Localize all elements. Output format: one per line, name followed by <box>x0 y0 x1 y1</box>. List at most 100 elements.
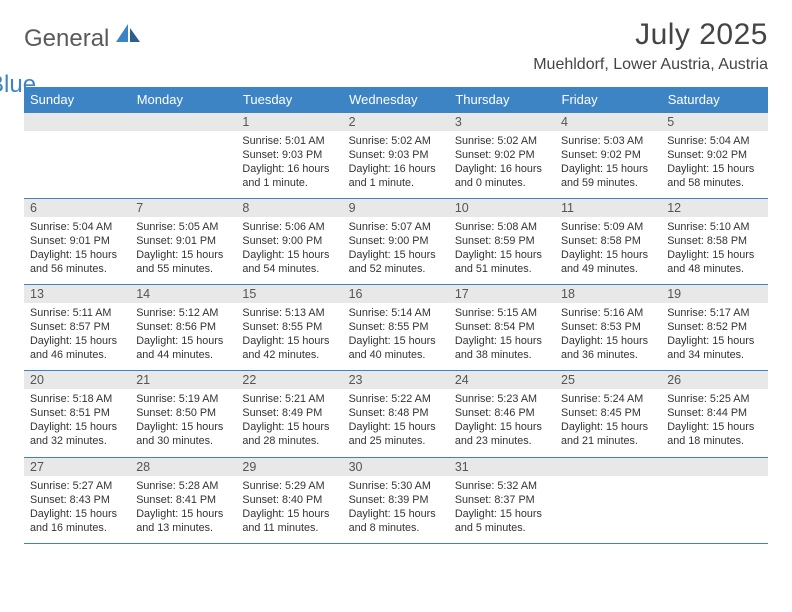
sunset-text: Sunset: 8:39 PM <box>349 493 443 507</box>
calendar-day-cell: 25Sunrise: 5:24 AMSunset: 8:45 PMDayligh… <box>555 371 661 457</box>
day-content: Sunrise: 5:04 AMSunset: 9:02 PMDaylight:… <box>661 131 767 198</box>
daylight-text: Daylight: 15 hours and 32 minutes. <box>30 420 124 448</box>
sunrise-text: Sunrise: 5:18 AM <box>30 392 124 406</box>
sunset-text: Sunset: 9:02 PM <box>455 148 549 162</box>
day-content: Sunrise: 5:09 AMSunset: 8:58 PMDaylight:… <box>555 217 661 284</box>
day-content: Sunrise: 5:27 AMSunset: 8:43 PMDaylight:… <box>24 476 130 543</box>
sunrise-text: Sunrise: 5:30 AM <box>349 479 443 493</box>
sunrise-text: Sunrise: 5:08 AM <box>455 220 549 234</box>
day-content: Sunrise: 5:21 AMSunset: 8:49 PMDaylight:… <box>236 389 342 456</box>
calendar-day-cell <box>130 113 236 199</box>
sunset-text: Sunset: 8:43 PM <box>30 493 124 507</box>
sunset-text: Sunset: 9:00 PM <box>349 234 443 248</box>
sunrise-text: Sunrise: 5:05 AM <box>136 220 230 234</box>
daylight-text: Daylight: 15 hours and 21 minutes. <box>561 420 655 448</box>
day-content: Sunrise: 5:16 AMSunset: 8:53 PMDaylight:… <box>555 303 661 370</box>
sunrise-text: Sunrise: 5:04 AM <box>30 220 124 234</box>
calendar-day-cell: 1Sunrise: 5:01 AMSunset: 9:03 PMDaylight… <box>236 113 342 199</box>
sunrise-text: Sunrise: 5:14 AM <box>349 306 443 320</box>
day-number: 29 <box>236 458 342 476</box>
daylight-text: Daylight: 15 hours and 36 minutes. <box>561 334 655 362</box>
daylight-text: Daylight: 15 hours and 40 minutes. <box>349 334 443 362</box>
sunrise-text: Sunrise: 5:01 AM <box>242 134 336 148</box>
day-content: Sunrise: 5:02 AMSunset: 9:03 PMDaylight:… <box>343 131 449 198</box>
calendar-day-cell: 13Sunrise: 5:11 AMSunset: 8:57 PMDayligh… <box>24 285 130 371</box>
logo-sail-icon <box>114 31 142 48</box>
sunrise-text: Sunrise: 5:28 AM <box>136 479 230 493</box>
daylight-text: Daylight: 15 hours and 8 minutes. <box>349 507 443 535</box>
daylight-text: Daylight: 15 hours and 34 minutes. <box>667 334 761 362</box>
day-number-empty <box>555 458 661 476</box>
sunset-text: Sunset: 8:54 PM <box>455 320 549 334</box>
daylight-text: Daylight: 16 hours and 0 minutes. <box>455 162 549 190</box>
day-number: 9 <box>343 199 449 217</box>
daylight-text: Daylight: 15 hours and 25 minutes. <box>349 420 443 448</box>
day-number-empty <box>24 113 130 131</box>
day-content-empty <box>555 476 661 538</box>
calendar-week-row: 27Sunrise: 5:27 AMSunset: 8:43 PMDayligh… <box>24 457 768 543</box>
daylight-text: Daylight: 15 hours and 11 minutes. <box>242 507 336 535</box>
day-content: Sunrise: 5:14 AMSunset: 8:55 PMDaylight:… <box>343 303 449 370</box>
day-content: Sunrise: 5:12 AMSunset: 8:56 PMDaylight:… <box>130 303 236 370</box>
calendar-day-cell <box>24 113 130 199</box>
day-number: 15 <box>236 285 342 303</box>
day-number: 7 <box>130 199 236 217</box>
calendar-body: 1Sunrise: 5:01 AMSunset: 9:03 PMDaylight… <box>24 113 768 544</box>
day-content: Sunrise: 5:30 AMSunset: 8:39 PMDaylight:… <box>343 476 449 543</box>
sunset-text: Sunset: 8:57 PM <box>30 320 124 334</box>
logo: General Blue <box>24 18 142 81</box>
sunrise-text: Sunrise: 5:02 AM <box>455 134 549 148</box>
sunset-text: Sunset: 8:40 PM <box>242 493 336 507</box>
calendar-day-cell: 6Sunrise: 5:04 AMSunset: 9:01 PMDaylight… <box>24 199 130 285</box>
sunset-text: Sunset: 8:41 PM <box>136 493 230 507</box>
day-number: 2 <box>343 113 449 131</box>
day-content: Sunrise: 5:23 AMSunset: 8:46 PMDaylight:… <box>449 389 555 456</box>
sunset-text: Sunset: 8:55 PM <box>242 320 336 334</box>
daylight-text: Daylight: 15 hours and 54 minutes. <box>242 248 336 276</box>
day-number: 10 <box>449 199 555 217</box>
calendar-day-cell: 12Sunrise: 5:10 AMSunset: 8:58 PMDayligh… <box>661 199 767 285</box>
logo-text-general: General <box>24 25 109 52</box>
day-number: 4 <box>555 113 661 131</box>
title-block: July 2025 Muehldorf, Lower Austria, Aust… <box>533 18 768 74</box>
day-number: 8 <box>236 199 342 217</box>
day-content: Sunrise: 5:07 AMSunset: 9:00 PMDaylight:… <box>343 217 449 284</box>
day-number: 6 <box>24 199 130 217</box>
calendar-day-cell: 4Sunrise: 5:03 AMSunset: 9:02 PMDaylight… <box>555 113 661 199</box>
sunset-text: Sunset: 8:46 PM <box>455 406 549 420</box>
calendar-day-cell: 9Sunrise: 5:07 AMSunset: 9:00 PMDaylight… <box>343 199 449 285</box>
daylight-text: Daylight: 16 hours and 1 minute. <box>242 162 336 190</box>
day-number: 21 <box>130 371 236 389</box>
calendar-day-cell: 16Sunrise: 5:14 AMSunset: 8:55 PMDayligh… <box>343 285 449 371</box>
calendar-day-cell <box>661 457 767 543</box>
sunset-text: Sunset: 8:52 PM <box>667 320 761 334</box>
day-content-empty <box>130 131 236 193</box>
day-content: Sunrise: 5:24 AMSunset: 8:45 PMDaylight:… <box>555 389 661 456</box>
calendar-day-cell: 14Sunrise: 5:12 AMSunset: 8:56 PMDayligh… <box>130 285 236 371</box>
calendar-day-cell: 27Sunrise: 5:27 AMSunset: 8:43 PMDayligh… <box>24 457 130 543</box>
day-content: Sunrise: 5:32 AMSunset: 8:37 PMDaylight:… <box>449 476 555 543</box>
header: General Blue July 2025 Muehldorf, Lower … <box>24 18 768 81</box>
daylight-text: Daylight: 15 hours and 58 minutes. <box>667 162 761 190</box>
sunset-text: Sunset: 9:03 PM <box>349 148 443 162</box>
calendar-day-cell: 23Sunrise: 5:22 AMSunset: 8:48 PMDayligh… <box>343 371 449 457</box>
sunrise-text: Sunrise: 5:12 AM <box>136 306 230 320</box>
sunrise-text: Sunrise: 5:23 AM <box>455 392 549 406</box>
sunrise-text: Sunrise: 5:17 AM <box>667 306 761 320</box>
calendar-day-cell: 7Sunrise: 5:05 AMSunset: 9:01 PMDaylight… <box>130 199 236 285</box>
daylight-text: Daylight: 15 hours and 49 minutes. <box>561 248 655 276</box>
day-content: Sunrise: 5:01 AMSunset: 9:03 PMDaylight:… <box>236 131 342 198</box>
calendar-day-cell: 5Sunrise: 5:04 AMSunset: 9:02 PMDaylight… <box>661 113 767 199</box>
day-number-empty <box>130 113 236 131</box>
weekday-header: Thursday <box>449 87 555 113</box>
day-number: 23 <box>343 371 449 389</box>
day-content: Sunrise: 5:17 AMSunset: 8:52 PMDaylight:… <box>661 303 767 370</box>
day-content: Sunrise: 5:13 AMSunset: 8:55 PMDaylight:… <box>236 303 342 370</box>
calendar-day-cell: 15Sunrise: 5:13 AMSunset: 8:55 PMDayligh… <box>236 285 342 371</box>
calendar-page: General Blue July 2025 Muehldorf, Lower … <box>0 0 792 554</box>
sunset-text: Sunset: 9:01 PM <box>136 234 230 248</box>
day-content: Sunrise: 5:08 AMSunset: 8:59 PMDaylight:… <box>449 217 555 284</box>
location-text: Muehldorf, Lower Austria, Austria <box>533 56 768 74</box>
daylight-text: Daylight: 15 hours and 56 minutes. <box>30 248 124 276</box>
sunrise-text: Sunrise: 5:32 AM <box>455 479 549 493</box>
